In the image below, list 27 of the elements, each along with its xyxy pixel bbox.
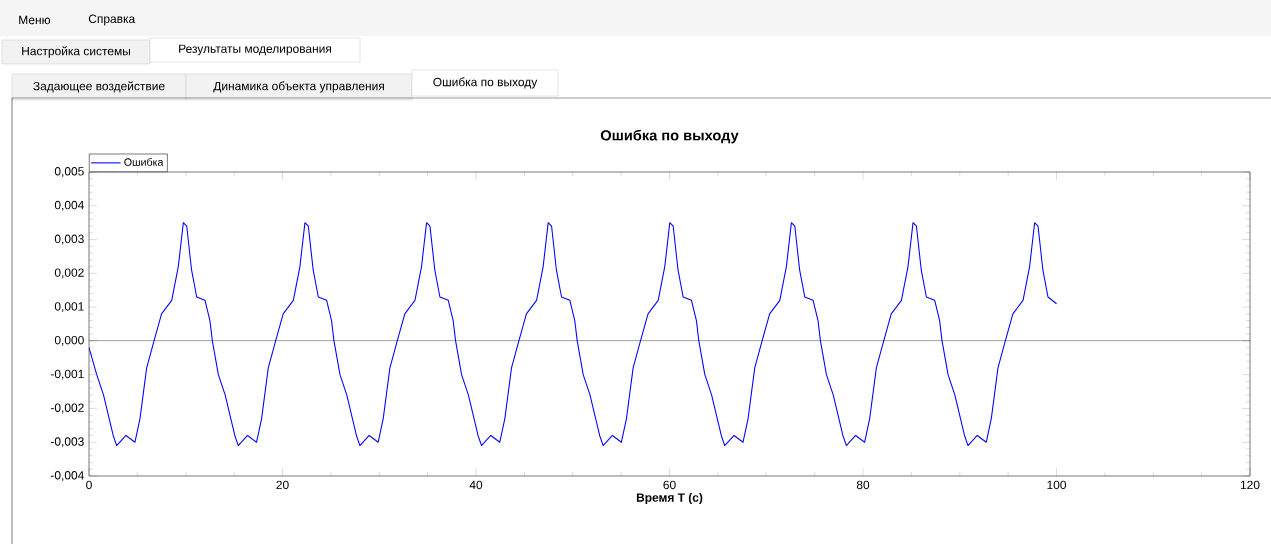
- y-tick-label: 0,000: [54, 335, 84, 346]
- text: Справка: [88, 14, 136, 26]
- y-tick-label: 0,005: [54, 167, 84, 177]
- text: Настройка системы: [22, 46, 130, 58]
- y-tick-label: -0,001: [50, 369, 84, 380]
- y-tick-label: -0,002: [50, 403, 84, 414]
- text: Задающее воздействие: [33, 81, 165, 93]
- x-tick-label: 100: [1047, 480, 1067, 490]
- y-tick-label: -0,004: [50, 471, 84, 481]
- x-tick-label: 120: [1240, 480, 1260, 490]
- x-axis-title: Время T (с): [636, 492, 703, 505]
- y-tick-label: 0,002: [54, 268, 84, 279]
- y-tick-label: 0,003: [54, 234, 84, 245]
- x-tick-label: 60: [663, 480, 676, 490]
- x-tick-label: 40: [469, 480, 483, 490]
- text: Ошибка по выходу: [433, 77, 538, 89]
- x-tick-label: 0: [86, 480, 92, 490]
- text: Динамика объекта управления: [213, 81, 384, 93]
- x-tick-label: 80: [856, 480, 870, 490]
- x-tick-label: 20: [276, 480, 289, 490]
- y-tick-label: -0,003: [50, 437, 84, 448]
- text: Результаты моделирования: [179, 44, 331, 56]
- y-tick-label: 0,001: [54, 302, 84, 313]
- y-tick-label: 0,004: [54, 200, 84, 211]
- text: Меню: [19, 15, 51, 25]
- chart-title: Ошибка по выходу: [600, 129, 739, 144]
- legend-label: Ошибка: [124, 157, 164, 166]
